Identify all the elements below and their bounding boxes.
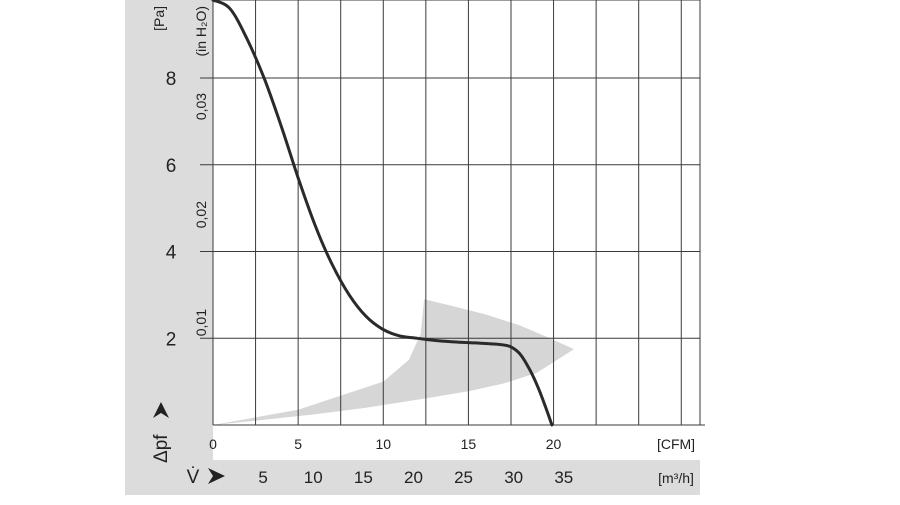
x-unit-m3h-label: [m³/h]	[658, 470, 694, 486]
pressure-curve	[211, 0, 554, 427]
y-tick-pa-label: 8	[166, 69, 177, 90]
y-tick-inh2o-label: 0,01	[193, 309, 209, 336]
y-unit-inh2o-label: (in H₂O)	[193, 6, 209, 57]
y-tick-pa-label: 4	[166, 243, 177, 264]
y-axis-symbol-label: Δpf	[151, 434, 172, 463]
x-tick-m3h-label: 25	[454, 468, 473, 487]
y-tick-inh2o-label: 0,03	[193, 93, 209, 120]
x-tick-cfm-label: 0	[209, 436, 217, 452]
y-tick-pa-label: 6	[166, 156, 177, 177]
x-tick-m3h-label: 10	[304, 468, 323, 487]
operating-region-layer	[213, 299, 574, 425]
x-tick-cfm-label: 10	[375, 436, 391, 452]
y-axis-arrow-icon	[153, 402, 169, 418]
grid-layer	[200, 0, 705, 426]
y-tick-pa-label: 2	[166, 329, 177, 350]
x-tick-m3h-label: 15	[354, 468, 373, 487]
x-unit-cfm-label: [CFM]	[657, 436, 695, 452]
x-tick-cfm-label: 5	[294, 436, 302, 452]
operating-region	[213, 299, 574, 425]
y-unit-pa-label: [Pa]	[151, 6, 167, 31]
y-tick-inh2o-label: 0,02	[193, 201, 209, 228]
x-tick-m3h-label: 30	[504, 468, 523, 487]
x-tick-m3h-label: 5	[258, 468, 267, 487]
x-tick-cfm-label: 20	[546, 436, 562, 452]
left-band	[125, 0, 213, 460]
x-axis-symbol-label: V̇	[187, 467, 200, 488]
x-tick-m3h-label: 20	[404, 468, 423, 487]
x-tick-m3h-label: 35	[554, 468, 573, 487]
curve-layer	[211, 0, 554, 427]
x-axis-arrow-icon	[208, 468, 225, 484]
x-tick-cfm-label: 15	[461, 436, 477, 452]
